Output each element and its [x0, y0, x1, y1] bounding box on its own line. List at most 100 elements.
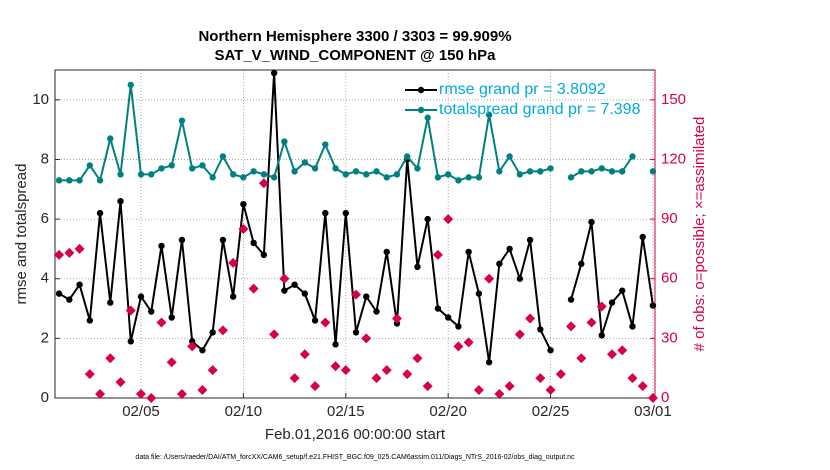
x-tick-label: 02/05 [122, 403, 160, 420]
data-point [567, 174, 575, 181]
data-point [107, 299, 114, 306]
data-point [465, 248, 472, 256]
data-point [76, 177, 83, 184]
obs-marker [330, 361, 341, 372]
data-point [209, 174, 216, 181]
obs-marker [156, 317, 167, 328]
data-point [455, 177, 462, 184]
data-point [301, 290, 309, 297]
obs-marker [64, 247, 75, 258]
data-point [516, 171, 524, 178]
data-point [55, 290, 63, 297]
data-point [373, 168, 380, 175]
data-point [311, 165, 319, 172]
data-point [96, 209, 104, 217]
data-point [475, 290, 483, 297]
data-point [107, 135, 114, 142]
data-point [485, 359, 493, 366]
legend-label: totalspread grand pr = 7.398 [439, 101, 641, 118]
data-point [465, 174, 472, 181]
legend-marker [417, 106, 425, 114]
data-point [332, 341, 339, 348]
data-point [189, 165, 196, 172]
data-point [414, 165, 421, 172]
data-point [281, 287, 288, 294]
data-point [434, 305, 442, 312]
data-point [342, 209, 349, 217]
data-point [506, 153, 513, 160]
y2-tick-label: 150 [661, 91, 686, 108]
obs-marker [627, 373, 638, 384]
data-point [178, 117, 186, 124]
y-tick-label: 10 [32, 91, 49, 108]
obs-marker [473, 385, 484, 396]
data-point [629, 323, 636, 330]
data-point [444, 314, 452, 321]
y2-tick-label: 0 [661, 389, 669, 406]
data-point [537, 168, 544, 175]
obs-marker [351, 289, 362, 300]
y2-tick-label: 120 [661, 150, 686, 167]
y-tick-label: 6 [41, 210, 49, 227]
data-point [649, 302, 657, 309]
data-point [158, 165, 165, 172]
data-point [516, 275, 524, 282]
data-point [629, 153, 636, 160]
data-point [270, 174, 278, 181]
data-point [332, 165, 339, 172]
data-point [219, 153, 227, 160]
y2-tick-label: 90 [661, 210, 678, 227]
data-point [547, 165, 554, 172]
obs-marker [238, 224, 249, 235]
obs-marker [586, 317, 597, 328]
obs-marker [84, 369, 95, 380]
obs-marker [207, 365, 218, 376]
obs-marker [443, 214, 454, 225]
obs-marker [545, 385, 556, 396]
data-point [209, 329, 216, 336]
obs-marker [95, 389, 106, 400]
obs-marker [494, 389, 505, 400]
obs-marker [422, 381, 433, 392]
data-point [322, 141, 329, 148]
data-point [619, 287, 626, 294]
data-point [96, 177, 104, 184]
obs-marker [136, 389, 147, 400]
obs-marker [197, 385, 208, 396]
obs-marker [606, 349, 617, 360]
data-point [229, 171, 237, 178]
obs-marker [412, 353, 423, 364]
data-point [485, 111, 493, 118]
obs-marker [504, 381, 515, 392]
data-point [178, 236, 186, 244]
obs-marker [217, 325, 228, 336]
data-point [127, 338, 134, 345]
data-point [86, 162, 94, 169]
data-point [424, 114, 431, 121]
obs-marker [647, 393, 658, 403]
obs-marker [391, 313, 402, 324]
data-point [168, 162, 175, 169]
data-point [342, 171, 349, 178]
data-point [55, 177, 63, 184]
data-point [506, 245, 513, 253]
data-point [434, 174, 442, 181]
obs-marker [514, 329, 525, 340]
data-point [383, 174, 390, 181]
data-point [311, 317, 319, 324]
data-point [639, 233, 646, 241]
data-point [322, 209, 329, 217]
data-point [260, 251, 268, 259]
y2-axis-label: # of obs: o=possible; ×=assimilated [691, 117, 708, 352]
obs-marker [299, 349, 310, 360]
data-point [649, 168, 657, 175]
obs-marker [535, 373, 546, 384]
data-point [526, 236, 534, 244]
data-point [363, 293, 370, 300]
obs-marker [361, 333, 372, 344]
obs-marker [453, 341, 464, 352]
data-point [526, 168, 534, 175]
data-point [168, 314, 175, 321]
plot-area [55, 70, 655, 398]
data-point [496, 168, 503, 175]
